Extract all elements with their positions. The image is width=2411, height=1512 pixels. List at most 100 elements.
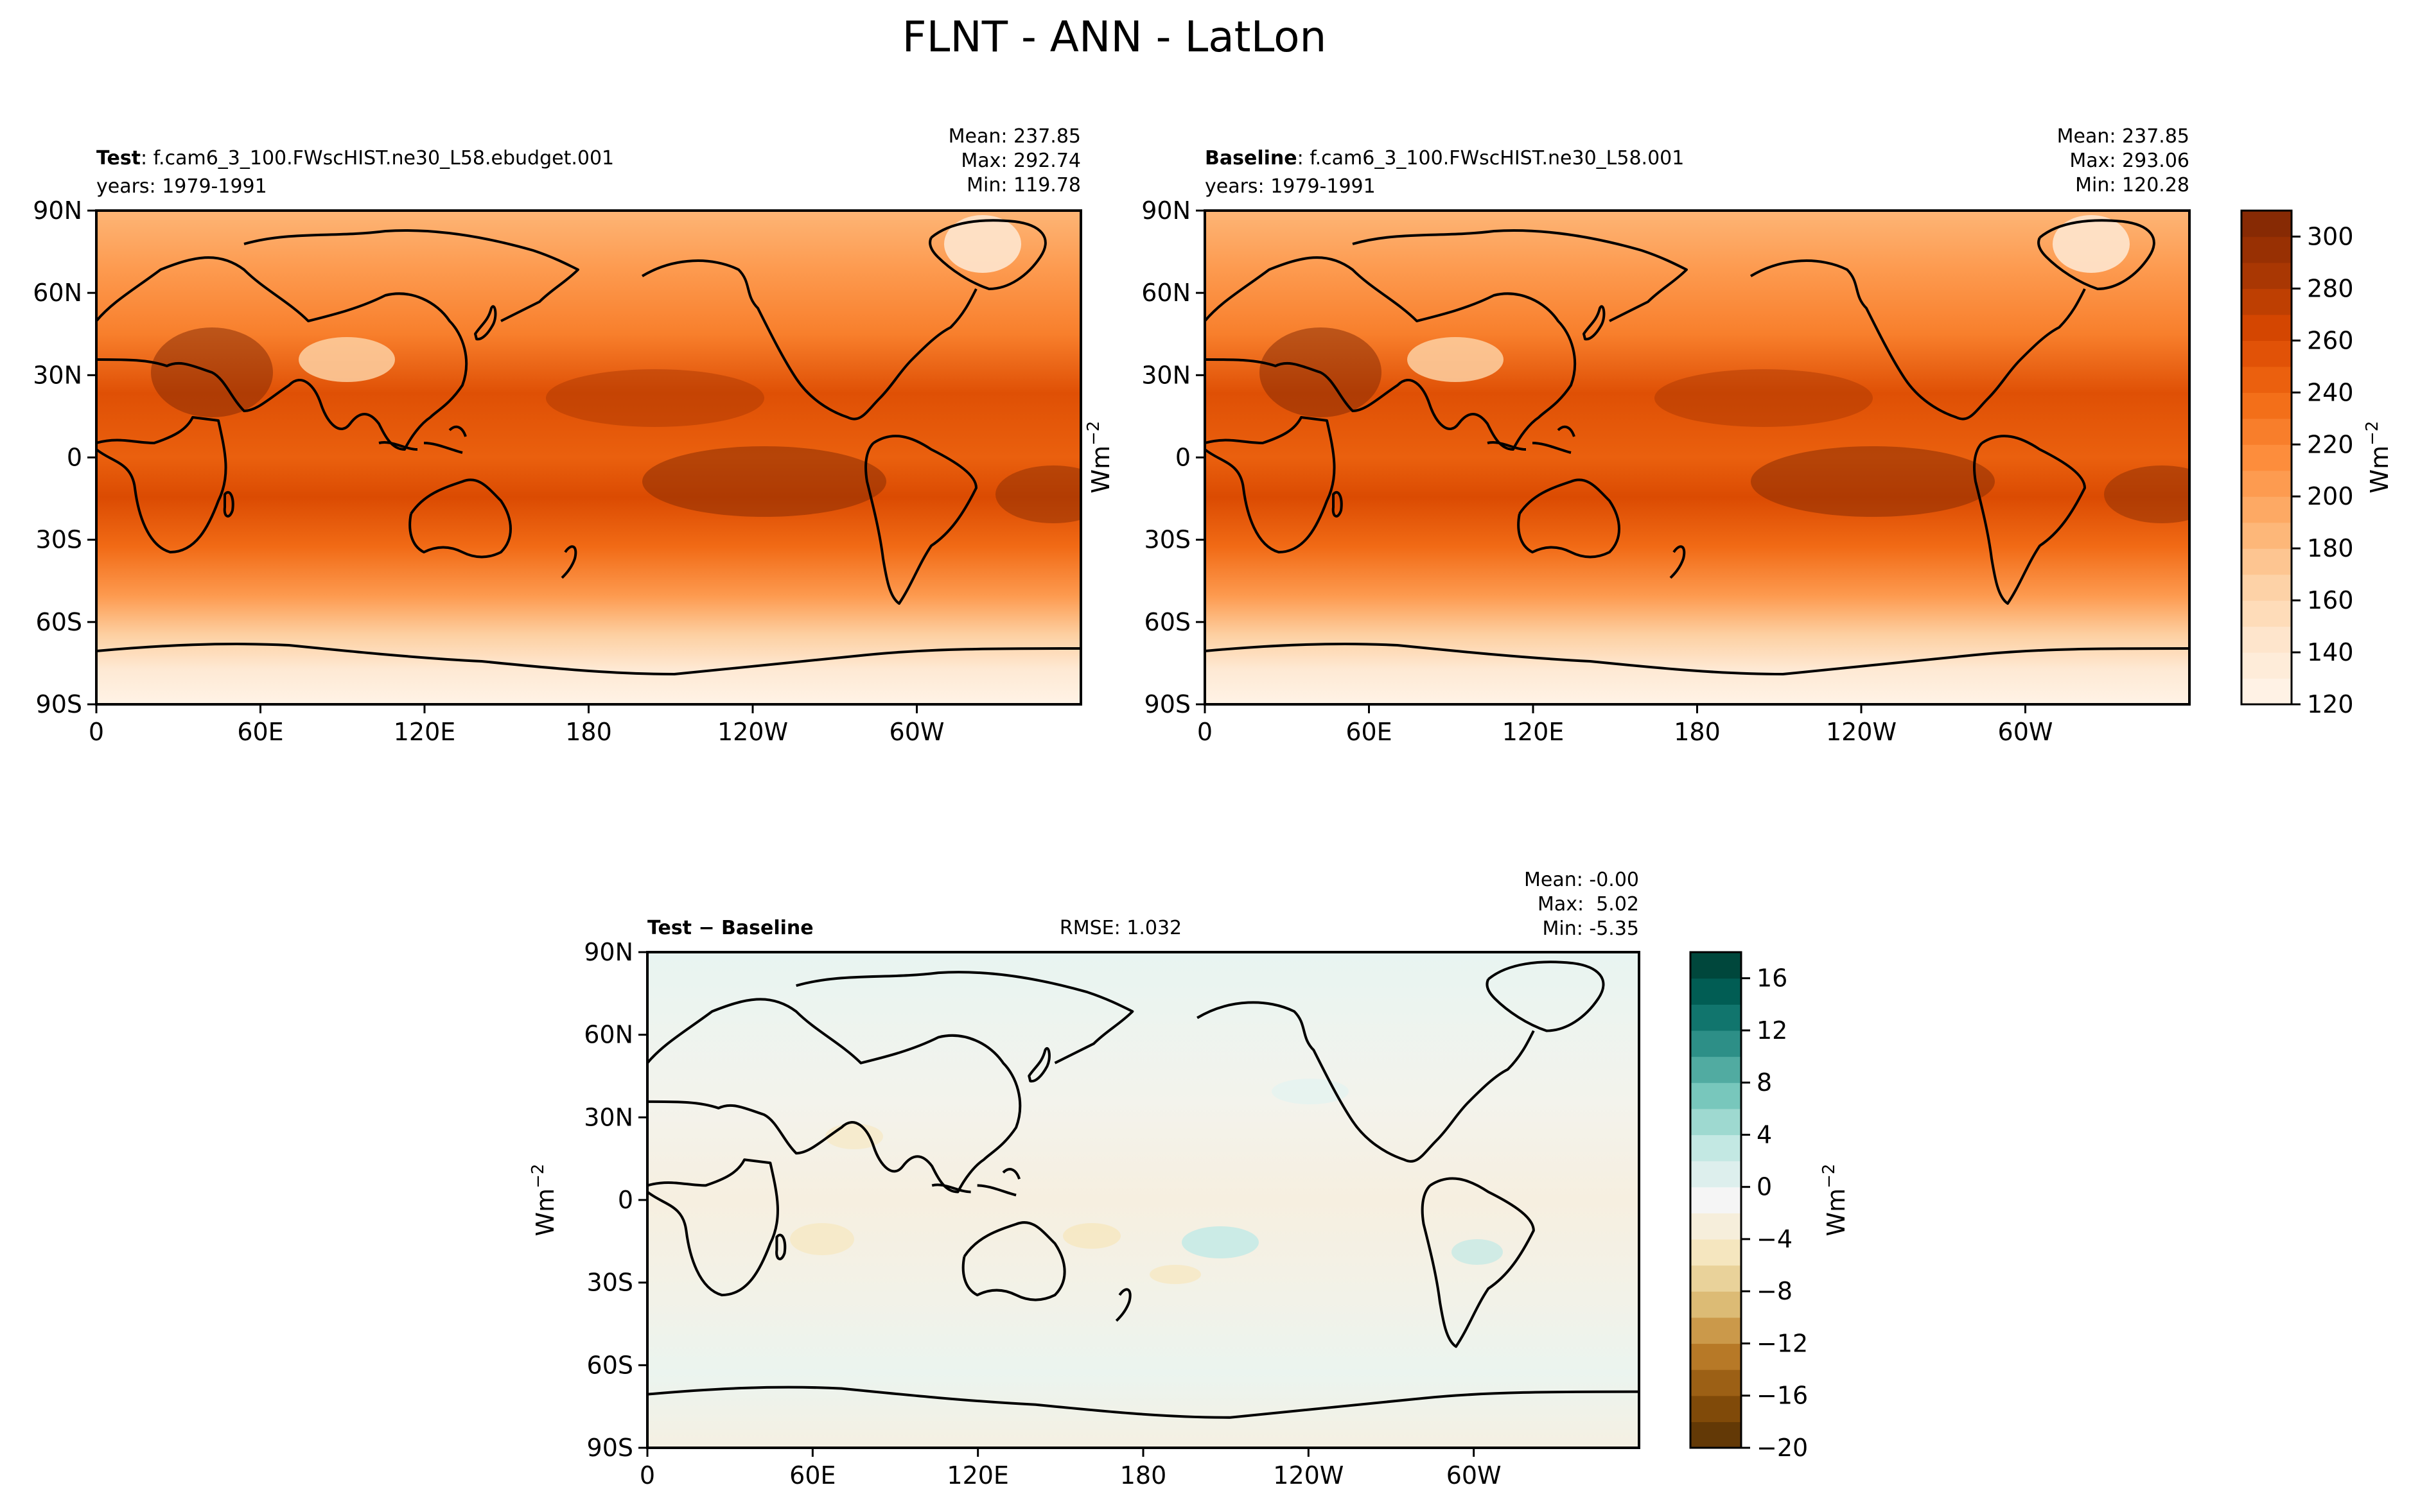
lon-tick-label: 120W bbox=[1273, 1461, 1344, 1490]
colorbar-swatch bbox=[1690, 1291, 1741, 1318]
colorbar-tick-label: −8 bbox=[1757, 1277, 1793, 1305]
diff-coast-africa bbox=[647, 1158, 780, 1297]
baseline-coast-antarctica bbox=[1205, 643, 2189, 675]
lat-tick-label: 30N bbox=[1141, 361, 1191, 389]
baseline-map-area bbox=[1205, 211, 2189, 704]
baseline-coast-greenland bbox=[2037, 219, 2155, 290]
colorbar-tick-label: −12 bbox=[1757, 1329, 1808, 1357]
colorbar-tick-label: 240 bbox=[2307, 378, 2354, 406]
lat-tick-label: 60S bbox=[1144, 608, 1191, 636]
lon-tick-label: 120E bbox=[947, 1461, 1009, 1490]
colorbar-swatch bbox=[2241, 574, 2292, 601]
diff-coastlines bbox=[647, 960, 1639, 1419]
colorbar-swatch bbox=[1690, 1161, 1741, 1188]
colorbar-swatch bbox=[1690, 1238, 1741, 1266]
colorbar-swatch bbox=[1690, 1134, 1741, 1161]
colorbar-swatch bbox=[1690, 952, 1741, 979]
baseline-coast-japan bbox=[1582, 305, 1606, 341]
test-coldspot-tibet bbox=[299, 337, 395, 382]
colorbar-swatch bbox=[2241, 262, 2292, 290]
top-colorbar-ticks: 120 140 160 180 200 220 240 260 280 300 bbox=[2292, 222, 2354, 718]
test-coast-nz bbox=[561, 545, 577, 579]
colorbar-swatch bbox=[2241, 652, 2292, 679]
test-coast-eurasia bbox=[96, 256, 468, 451]
test-coast-australia bbox=[408, 478, 512, 559]
colorbar-swatch bbox=[1690, 1082, 1741, 1109]
test-hotspot-pacific-n bbox=[546, 369, 764, 427]
colorbar-swatch bbox=[2241, 211, 2292, 238]
colorbar-swatch bbox=[1690, 1265, 1741, 1292]
lon-tick-label: 60E bbox=[237, 718, 283, 746]
colorbar-tick-label: 300 bbox=[2307, 222, 2354, 250]
diff-coast-madagascar bbox=[775, 1233, 787, 1260]
test-coast-madagascar bbox=[223, 491, 234, 517]
diff-stat-min: Min: -5.35 bbox=[1543, 917, 1640, 940]
baseline-coast-siberia bbox=[1352, 229, 1688, 322]
colorbar-swatch bbox=[1690, 1421, 1741, 1448]
test-coast-africa bbox=[96, 416, 227, 553]
top-middle-ylabel: Wm−2 bbox=[1084, 421, 1115, 494]
top-colorbar-swatches bbox=[2241, 211, 2292, 705]
test-coastlines bbox=[96, 219, 1081, 675]
bottom-colorbar-label: Wm−2 bbox=[1819, 1164, 1850, 1237]
diff-coast-greenland bbox=[1486, 960, 1605, 1032]
baseline-label-rest: : f.cam6_3_100.FWscHIST.ne30_L58.001 bbox=[1297, 147, 1685, 169]
diff-anomaly-7 bbox=[1272, 1079, 1349, 1104]
colorbar-swatch bbox=[2241, 600, 2292, 627]
colorbar-tick-label: −20 bbox=[1757, 1434, 1808, 1462]
colorbar-swatch bbox=[2241, 288, 2292, 315]
top-colorbar-label-exp: −2 bbox=[2363, 421, 2382, 446]
colorbar-tick-label: 280 bbox=[2307, 274, 2354, 302]
test-years: years: 1979-1991 bbox=[96, 175, 267, 198]
lon-tick-label: 180 bbox=[1120, 1461, 1167, 1490]
colorbar-tick-label: 120 bbox=[2307, 690, 2354, 718]
lat-tick-label: 60N bbox=[33, 279, 82, 307]
diff-label: Test − Baseline bbox=[647, 917, 814, 939]
colorbar-swatch bbox=[2241, 236, 2292, 263]
colorbar-swatch bbox=[1690, 1186, 1741, 1213]
diff-coast-antarctica bbox=[647, 1386, 1639, 1419]
top-colorbar-label: Wm−2 bbox=[2363, 421, 2394, 494]
test-coast-japan bbox=[474, 305, 497, 341]
colorbar-swatch bbox=[1690, 1004, 1741, 1031]
diff-anomalies bbox=[790, 1079, 1503, 1284]
baseline-stat-mean: Mean: 237.85 bbox=[2057, 125, 2189, 148]
baseline-label: Baseline: f.cam6_3_100.FWscHIST.ne30_L58… bbox=[1205, 147, 1684, 169]
bottom-colorbar-label-base: Wm bbox=[1822, 1188, 1850, 1237]
test-coast-greenland bbox=[929, 219, 1047, 290]
baseline-coast-madagascar bbox=[1331, 491, 1343, 517]
lat-tick-label: 0 bbox=[67, 444, 82, 472]
colorbar-swatch bbox=[1690, 1343, 1741, 1370]
bottom-colorbar-frame bbox=[1689, 951, 1742, 1449]
colorbar-tick-label: 140 bbox=[2307, 638, 2354, 666]
diff-anomaly-2 bbox=[1063, 1223, 1121, 1249]
test-coast-siberia bbox=[243, 229, 579, 322]
colorbar-tick-label: −4 bbox=[1757, 1225, 1793, 1253]
colorbar-swatch bbox=[2241, 470, 2292, 497]
colorbar-tick-label: 160 bbox=[2307, 586, 2354, 614]
lon-tick-label: 120W bbox=[717, 718, 788, 746]
diff-map-area bbox=[647, 952, 1639, 1448]
test-label: Test: f.cam6_3_100.FWscHIST.ne30_L58.ebu… bbox=[96, 147, 614, 169]
baseline-hotspot-atlantic-s bbox=[2104, 465, 2189, 523]
colorbar-tick-label: 220 bbox=[2307, 430, 2354, 458]
diff-anomaly-6 bbox=[1150, 1265, 1201, 1284]
baseline-stat-min: Min: 120.28 bbox=[2075, 174, 2189, 196]
test-map-area bbox=[96, 211, 1081, 704]
diff-coast-eurasia bbox=[647, 998, 1022, 1194]
baseline-stat-max: Max: 293.06 bbox=[2069, 150, 2189, 172]
baseline-panel: Baseline: f.cam6_3_100.FWscHIST.ne30_L58… bbox=[1141, 125, 2191, 746]
colorbar-tick-label: 12 bbox=[1757, 1016, 1787, 1045]
lat-tick-label: 90S bbox=[587, 1434, 633, 1462]
lon-tick-label: 60W bbox=[890, 718, 945, 746]
colorbar-swatch bbox=[2241, 496, 2292, 523]
diff-xticks: 0 60E 120E 180 120W 60W bbox=[640, 1448, 1502, 1490]
diff-coast-nz bbox=[1115, 1288, 1132, 1322]
baseline-coast-eurasia bbox=[1205, 256, 1577, 451]
lat-tick-label: 90S bbox=[1144, 690, 1191, 718]
test-hotspot-atlantic-s bbox=[995, 465, 1081, 523]
bottom-colorbar-ticks: −20 −16 −12 −8 −4 0 4 8 12 16 bbox=[1741, 964, 1808, 1462]
test-coast-s-america bbox=[864, 435, 978, 605]
